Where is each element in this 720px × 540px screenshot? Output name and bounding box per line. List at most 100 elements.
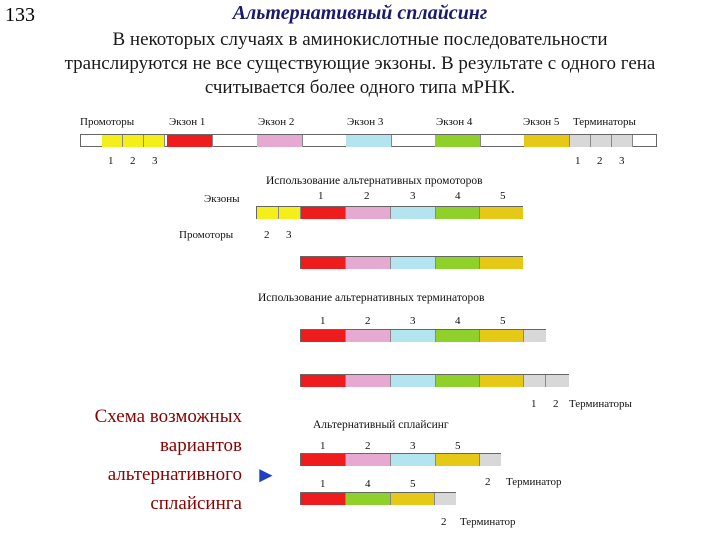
variant2-num-1: 1 — [320, 478, 326, 490]
gene-promoter-1 — [102, 135, 123, 147]
gene-terminator-number-1: 1 — [575, 155, 581, 167]
variant1-terminator-label: Терминатор — [506, 476, 562, 488]
term-bar1-exon-3 — [391, 330, 436, 342]
term-bar2-exon-5 — [480, 375, 524, 387]
gene-terminator-1 — [570, 135, 591, 147]
arrow-right-icon: ► — [255, 462, 277, 487]
exons-label: Экзоны — [204, 193, 240, 205]
label-exon-3: Экзон 3 — [347, 116, 384, 128]
terminator-mrna-bar-2 — [300, 374, 569, 387]
term-section-exon-num-3: 3 — [410, 315, 416, 327]
prom-bar1-exon-2 — [346, 207, 391, 219]
prom-bar2-exon-3 — [391, 257, 436, 269]
splice-bar2-exon-1 — [301, 493, 346, 505]
term-section-exon-num-5: 5 — [500, 315, 506, 327]
variant1-num-2: 2 — [365, 440, 371, 452]
prom-bar2-exon-4 — [436, 257, 480, 269]
promoters-label: Промоторы — [179, 229, 234, 241]
prom-bar1-exon-1 — [301, 207, 346, 219]
gene-promoter-number-3: 3 — [152, 155, 158, 167]
promoters-section-title: Использование альтернативных промоторов — [266, 175, 483, 187]
gene-terminator-number-3: 3 — [619, 155, 625, 167]
variant2-terminator-label: Терминатор — [460, 516, 516, 528]
prom-bar1-promoter-3 — [279, 207, 301, 219]
terminators-section-title: Использование альтернативных терминаторо… — [258, 292, 485, 304]
splice-bar2-terminator — [435, 493, 456, 505]
gene-terminator-3 — [612, 135, 633, 147]
variant2-num-4: 4 — [365, 478, 371, 490]
prom-bar1-exon-5 — [480, 207, 523, 219]
prom-bar2-exon-1 — [301, 257, 346, 269]
slide-number: 133 — [5, 4, 35, 26]
term-bar1-exon-4 — [436, 330, 480, 342]
gene-exon-4 — [435, 135, 481, 147]
term-bar1-exon-2 — [346, 330, 391, 342]
label-promoters: Промоторы — [80, 116, 135, 128]
term-bar2-exon-4 — [436, 375, 480, 387]
terminator-number-2: 2 — [553, 398, 559, 410]
prom-bar1-exon-3 — [391, 207, 436, 219]
intro-line-1: В некоторых случаях в аминокислотные пос… — [112, 29, 608, 50]
variant1-terminator-number: 2 — [485, 476, 491, 488]
splice-bar1-exon-1 — [301, 454, 346, 466]
gene-promoter-2 — [123, 135, 144, 147]
promoter-number-2: 2 — [264, 229, 270, 241]
term-section-exon-num-1: 1 — [320, 315, 326, 327]
promoter-number-3: 3 — [286, 229, 292, 241]
term-bar2-terminator-2 — [546, 375, 569, 387]
gene-exon-5 — [524, 135, 570, 147]
gene-exon-3 — [346, 135, 392, 147]
prom-bar2-exon-2 — [346, 257, 391, 269]
intro-line-3: считывается более одного типа мРНК. — [204, 77, 516, 98]
prom-bar2-exon-5 — [480, 257, 523, 269]
splicing-section-title: Альтернативный сплайсинг — [313, 419, 449, 431]
slide-title: Альтернативный сплайсинг — [232, 2, 488, 24]
variant1-num-1: 1 — [320, 440, 326, 452]
prom-bar1-promoter-2 — [257, 207, 279, 219]
promoter-mrna-bar-2 — [300, 256, 523, 269]
term-bar2-terminator-1 — [524, 375, 546, 387]
gene-exon-2 — [257, 135, 303, 147]
label-exon-4: Экзон 4 — [436, 116, 473, 128]
splicing-variant-bar-2 — [300, 492, 456, 505]
term-bar1-exon-5 — [480, 330, 524, 342]
gene-promoter-3 — [144, 135, 165, 147]
splice-bar1-exon-3 — [391, 454, 436, 466]
label-exon-1: Экзон 1 — [169, 116, 206, 128]
term-section-exon-num-2: 2 — [365, 315, 371, 327]
terminators-label: Терминаторы — [569, 398, 632, 410]
splice-bar1-exon-2 — [346, 454, 391, 466]
gene-bar — [80, 134, 657, 147]
terminator-number-1: 1 — [531, 398, 537, 410]
variant1-num-5: 5 — [455, 440, 461, 452]
promoter-mrna-bar-1 — [256, 206, 523, 219]
intro-line-2: транслируются не все существующие экзоны… — [64, 53, 656, 74]
promoter-section-exon-num-5: 5 — [500, 190, 506, 202]
gene-terminator-number-2: 2 — [597, 155, 603, 167]
label-exon-2: Экзон 2 — [258, 116, 295, 128]
splice-bar1-terminator — [480, 454, 501, 466]
gene-promoter-number-2: 2 — [130, 155, 136, 167]
splicing-variant-bar-1 — [300, 453, 501, 466]
gene-promoter-number-1: 1 — [108, 155, 114, 167]
label-exon-5: Экзон 5 — [523, 116, 560, 128]
schema-caption-line-2: вариантов — [160, 435, 242, 456]
promoter-section-exon-num-2: 2 — [364, 190, 370, 202]
label-terminators: Терминаторы — [573, 116, 636, 128]
terminator-mrna-bar-1 — [300, 329, 546, 342]
variant2-num-5: 5 — [410, 478, 416, 490]
prom-bar1-exon-4 — [436, 207, 480, 219]
term-bar2-exon-3 — [391, 375, 436, 387]
schema-caption: Схема возможных вариантов альтернативног… — [12, 402, 242, 518]
splice-bar2-exon-4 — [346, 493, 391, 505]
splice-bar1-exon-5 — [436, 454, 480, 466]
promoter-section-exon-num-1: 1 — [318, 190, 324, 202]
term-bar1-exon-1 — [301, 330, 346, 342]
term-bar1-terminator-1 — [524, 330, 546, 342]
gene-terminator-2 — [591, 135, 612, 147]
term-bar2-exon-2 — [346, 375, 391, 387]
promoter-section-exon-num-4: 4 — [455, 190, 461, 202]
promoter-section-exon-num-3: 3 — [410, 190, 416, 202]
schema-caption-line-4: сплайсинга — [150, 493, 242, 514]
